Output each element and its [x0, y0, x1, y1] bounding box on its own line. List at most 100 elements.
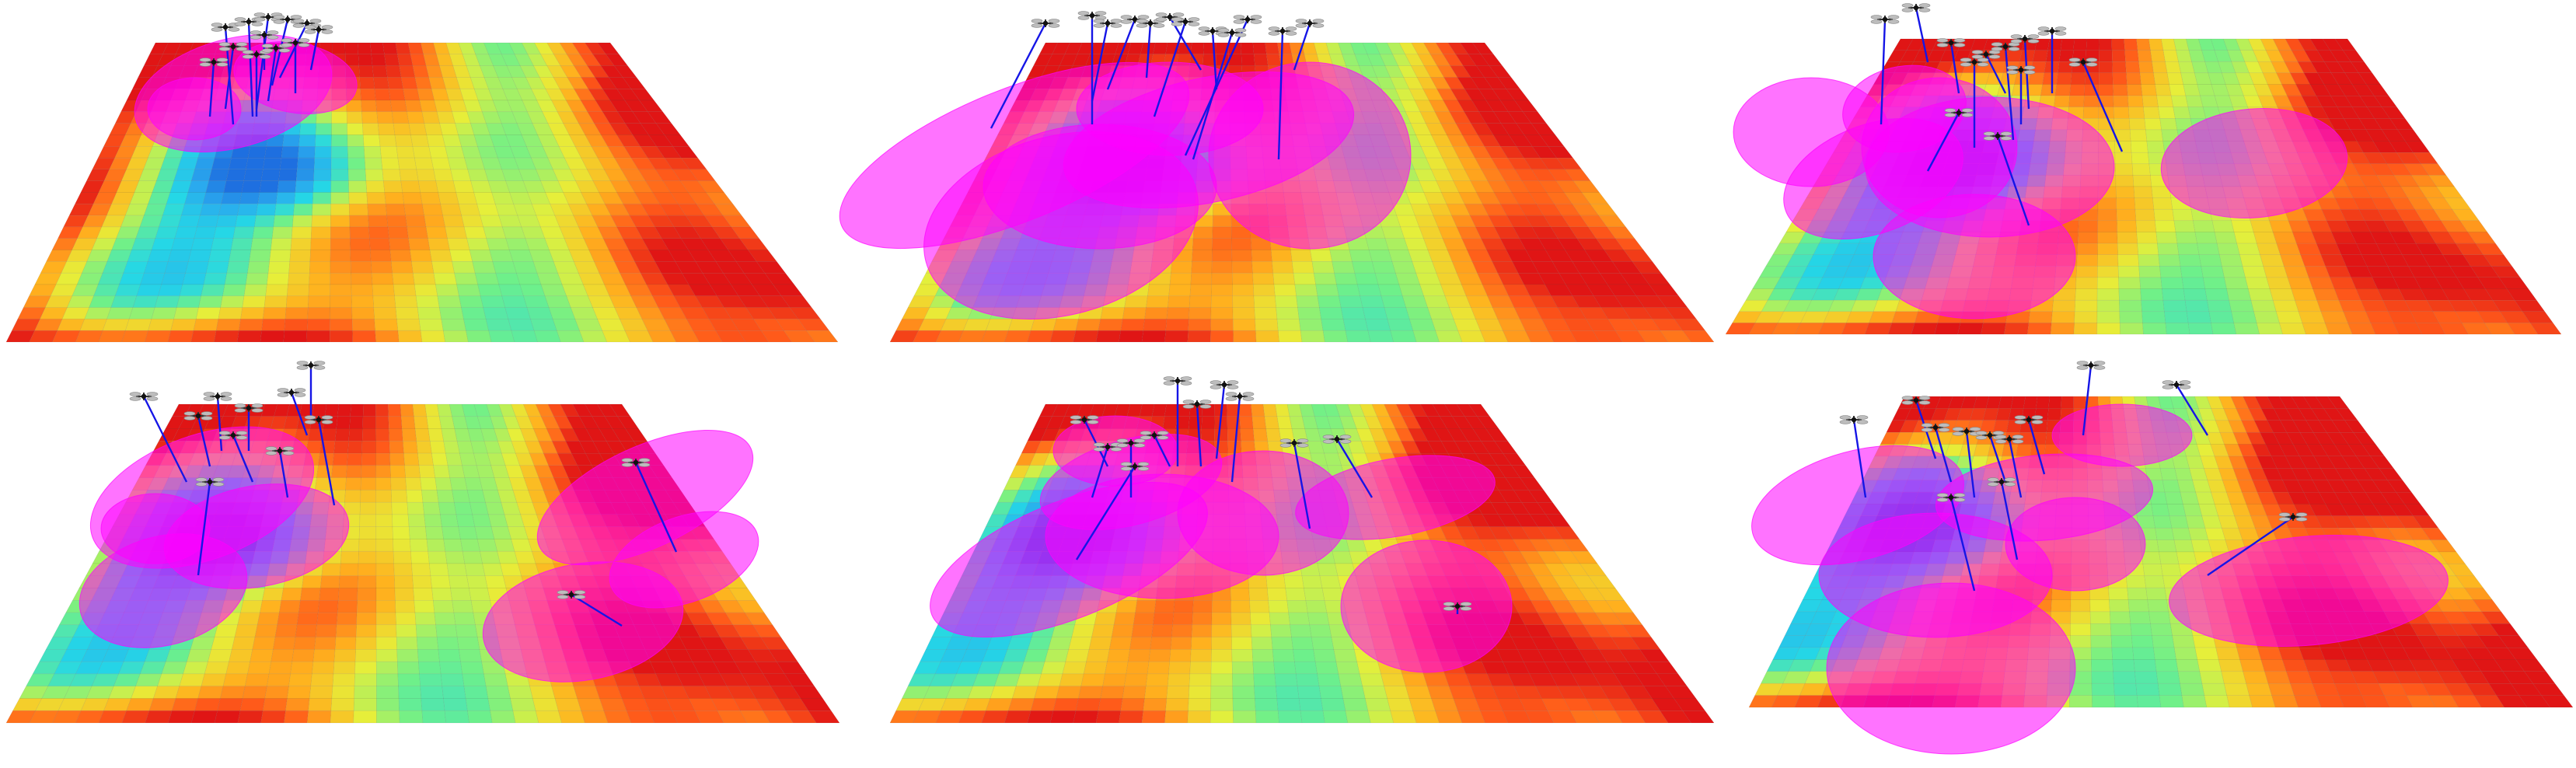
drone-icon — [203, 392, 232, 401]
drone-sightline — [1075, 466, 1136, 560]
drone-icon — [234, 403, 264, 413]
drone-icon — [211, 23, 240, 32]
drones — [1870, 3, 2124, 226]
drone-sightline — [1230, 396, 1241, 483]
drone-icon — [1944, 108, 1974, 117]
coverage-footprint — [609, 511, 759, 609]
coverage-footprint — [1076, 61, 1264, 156]
drone-icon — [1901, 3, 1931, 12]
drone-icon — [1295, 19, 1325, 28]
drone-sightline — [290, 392, 309, 436]
drone-sightline — [2000, 481, 2019, 560]
drone-sightline — [247, 21, 254, 117]
drone-sightline — [1184, 19, 1249, 156]
scene-4 — [5, 361, 840, 724]
drone-icon — [1171, 17, 1200, 26]
drone-sightline — [2082, 61, 2124, 152]
drone-icon — [1960, 58, 1989, 67]
coverage-footprints — [79, 426, 759, 682]
drone-sightline — [1926, 112, 1960, 172]
drone-icon — [1209, 380, 1239, 389]
drone-sightline — [1215, 384, 1226, 459]
drone-icon — [265, 446, 295, 456]
drone-icon — [304, 25, 333, 34]
drone-sightline — [278, 23, 309, 79]
drone-icon — [1116, 438, 1146, 448]
drone-icon — [1233, 15, 1262, 24]
drones — [199, 12, 333, 125]
drone-sightline — [1988, 435, 2007, 483]
drone-sightline — [1965, 431, 1976, 498]
coverage-footprint — [1873, 194, 2076, 319]
panel-4 — [0, 361, 858, 768]
drone-sightline — [255, 16, 270, 110]
drone-icon — [1936, 493, 1966, 502]
coverage-footprints — [1733, 65, 2348, 319]
drone-sightline — [1984, 54, 2007, 94]
drones — [990, 11, 1325, 160]
drone-icon — [557, 590, 586, 599]
drone-icon — [296, 361, 326, 370]
drone-sightline — [271, 19, 289, 86]
coverage-footprint — [2005, 497, 2146, 592]
drones — [129, 361, 678, 627]
drone-sightline — [1145, 23, 1152, 79]
drone-icon — [1901, 396, 1931, 405]
panel-3 — [1718, 0, 2576, 384]
drone-icon — [195, 477, 225, 487]
drone-sightline — [216, 396, 223, 452]
drone-icon — [1936, 38, 1966, 47]
drone-icon — [2278, 512, 2308, 522]
drone-icon — [1870, 15, 1900, 24]
drone-sightline — [208, 61, 215, 117]
drone-icon — [199, 58, 229, 67]
drone-sightline — [1277, 30, 1284, 160]
coverage-footprint — [1842, 65, 1967, 153]
coverage-footprint — [2051, 403, 2193, 467]
panel-5 — [859, 376, 1717, 768]
coverage-footprints — [1751, 403, 2449, 755]
drone-icon — [1163, 376, 1192, 386]
drone-icon — [129, 392, 159, 401]
panel-6 — [1718, 361, 2576, 768]
drone-sightline — [1880, 19, 1887, 125]
scene-5 — [889, 376, 1715, 724]
drones — [1070, 376, 1472, 614]
drone-sightline — [197, 415, 211, 467]
coverage-footprint — [1340, 539, 1513, 673]
drone-icon — [1268, 26, 1297, 36]
drone-sightline — [224, 46, 235, 110]
drone-sightline — [1852, 419, 1867, 498]
drone-icon — [1120, 462, 1150, 471]
drone-sightline — [571, 593, 623, 627]
scene-2 — [839, 11, 1715, 343]
drone-icon — [1155, 12, 1185, 22]
drone-icon — [2068, 58, 2098, 67]
drone-sightline — [2175, 384, 2209, 436]
drone-icon — [304, 415, 333, 424]
drone-icon — [2006, 65, 2036, 75]
drone-icon — [281, 38, 310, 47]
coverage-footprints — [839, 61, 1412, 319]
drone-icon — [2037, 26, 2067, 36]
drone-sightline — [1293, 442, 1311, 529]
drone-icon — [1839, 415, 1869, 424]
drone-icon — [218, 431, 248, 440]
drone-icon — [2162, 380, 2191, 389]
drone-sightline — [1091, 446, 1109, 498]
drone-icon — [277, 388, 306, 397]
terrain-heatmap — [5, 42, 839, 343]
drone-icon — [1995, 435, 2024, 444]
drone-icon — [1140, 431, 1169, 440]
drone-icon — [621, 458, 651, 467]
drone-icon — [2010, 34, 2040, 44]
drone-icon — [1093, 19, 1122, 28]
drone-sightline — [267, 47, 277, 102]
drone-sightline — [1106, 19, 1136, 90]
drone-sightline — [2027, 419, 2046, 475]
coverage-footprint — [147, 77, 242, 141]
drone-sightline — [2082, 365, 2093, 436]
drone-icon — [1921, 423, 1950, 432]
panel-1 — [0, 0, 858, 384]
